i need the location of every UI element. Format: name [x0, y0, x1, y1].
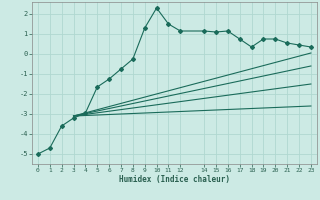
- X-axis label: Humidex (Indice chaleur): Humidex (Indice chaleur): [119, 175, 230, 184]
